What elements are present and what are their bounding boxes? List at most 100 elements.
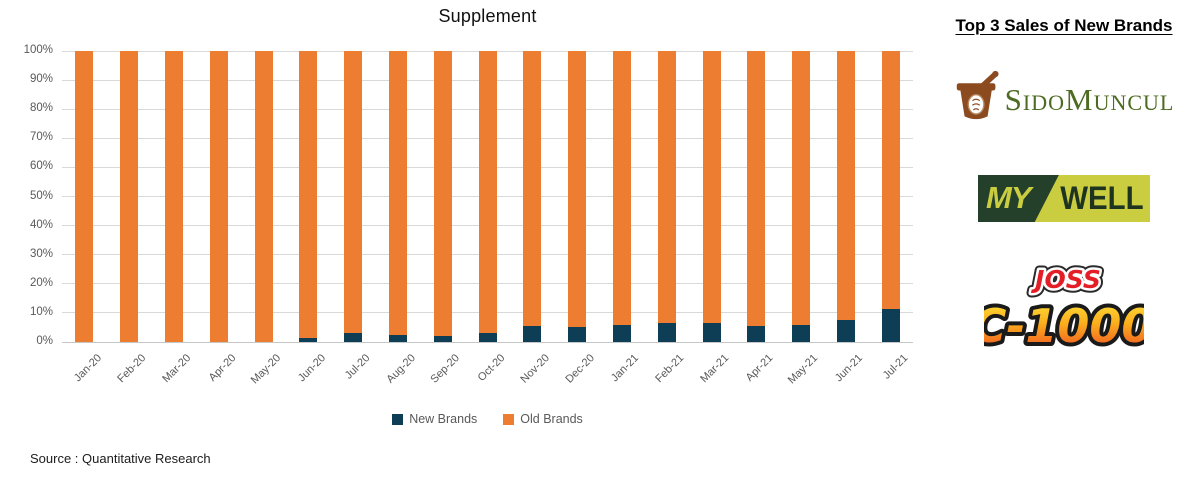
y-axis-tick-label: 100% [23,44,53,56]
bar-segment-old-brands [702,51,721,324]
x-axis-tick-label: Jan-21 [609,352,642,385]
stacked-bar [792,51,811,342]
x-axis-tick-label: Sep-20 [428,352,463,386]
x-axis-tick-label: May-21 [786,352,821,387]
wordmark-part: UNCUL [1093,90,1175,115]
y-axis-tick-label: 80% [29,102,53,115]
chart-legend: New Brands Old Brands [62,412,913,426]
stacked-bar [881,51,900,342]
stacked-bar [254,51,273,342]
c1000-text-glow: C-1000 [984,299,1144,353]
new-brands-swatch [392,413,404,425]
y-axis-tick-label: 70% [29,131,53,144]
y-axis-tick-label: 20% [29,276,53,289]
y-axis-tick-label: 40% [29,218,53,231]
mywell-my-text: MY [986,180,1031,215]
bar-segment-old-brands [478,51,497,334]
x-label-cell: Oct-20 [465,343,510,405]
stacked-bar [120,51,139,342]
mywell-logo: MY WELL [978,175,1150,222]
bar-segment-old-brands [75,51,94,342]
stacked-bar [388,51,407,342]
bar-segment-old-brands [120,51,139,342]
bar-column [62,51,107,342]
bar-column [152,51,197,342]
stacked-bar [568,51,587,342]
bar-segment-new-brands [612,324,631,342]
x-axis-tick-label: Mar-20 [160,352,194,386]
bar-segment-new-brands [433,336,452,342]
x-label-cell: Feb-20 [107,343,152,405]
bar-column [107,51,152,342]
bar-segment-new-brands [388,334,407,342]
y-axis-tick-label: 30% [29,247,53,260]
x-label-cell: May-20 [241,343,286,405]
x-label-cell: Sep-20 [420,343,465,405]
bar-segment-old-brands [881,51,900,309]
bar-segment-old-brands [657,51,676,324]
stacked-bar [344,51,363,342]
stacked-bar [299,51,318,342]
y-axis-tick-label: 90% [29,73,53,86]
x-label-cell: Jan-21 [600,343,645,405]
stacked-bar [747,51,766,342]
x-axis-tick-label: Jul-21 [880,352,911,382]
wordmark-part: S [1004,82,1023,117]
gridline [62,341,913,343]
bar-segment-new-brands [478,333,497,342]
bars-container [62,51,913,342]
bar-column [734,51,779,342]
stacked-bar [523,51,542,342]
gridline [62,50,913,52]
x-axis-tick-label: Dec-20 [563,352,597,386]
mywell-well-text: WELL [1060,180,1144,216]
bar-segment-new-brands [836,320,855,342]
y-axis-tick-label: 0% [36,335,53,347]
legend-label: Old Brands [520,412,583,426]
x-label-cell: Feb-21 [644,343,689,405]
x-axis-tick-label: Jun-20 [295,352,328,385]
bar-segment-old-brands [747,51,766,326]
bar-segment-old-brands [433,51,452,337]
stacked-bar [478,51,497,342]
bar-column [600,51,645,342]
chart-title: Supplement [438,6,537,26]
top-brands-panel: Top 3 Sales of New Brands SIDOMUNCUL MY … [935,0,1193,485]
stacked-bar [164,51,183,342]
bar-column [644,51,689,342]
bar-segment-old-brands [388,51,407,335]
joss-text-outline: JOSS [1030,265,1101,294]
source-note: Source : Quantitative Research [30,451,211,466]
bar-segment-old-brands [792,51,811,325]
bar-segment-old-brands [612,51,631,325]
stacked-bar [612,51,631,342]
bar-column [824,51,869,342]
x-label-cell: Dec-20 [555,343,600,405]
bar-segment-old-brands [344,51,363,334]
bar-segment-old-brands [254,51,273,342]
x-axis-tick-label: Aug-20 [383,352,418,386]
bar-segment-new-brands [657,323,676,342]
x-axis-tick-label: Mar-21 [697,352,732,386]
legend-item-new-brands: New Brands [392,412,477,426]
sidomuncul-wordmark: SIDOMUNCUL [1005,84,1175,115]
x-axis-tick-label: Feb-21 [653,352,687,386]
bar-column [331,51,376,342]
joss-c1000-logo: JOSS JOSS C-1000 C-1000 [935,260,1193,361]
x-label-cell: Jul-21 [868,343,913,405]
x-label-cell: Nov-20 [510,343,555,405]
y-axis-tick-label: 10% [29,305,53,318]
bar-column [555,51,600,342]
bar-segment-new-brands [792,324,811,342]
x-axis-tick-label: Jan-20 [71,352,104,385]
bar-column [196,51,241,342]
x-label-cell: Aug-20 [376,343,421,405]
bar-segment-new-brands [299,337,318,342]
bar-column [868,51,913,342]
mortar-pestle-icon [954,70,1000,129]
stacked-bar [433,51,452,342]
x-axis-tick-label: Oct-20 [475,352,508,384]
x-label-cell: Jan-20 [62,343,107,405]
wordmark-part: M [1065,82,1094,117]
